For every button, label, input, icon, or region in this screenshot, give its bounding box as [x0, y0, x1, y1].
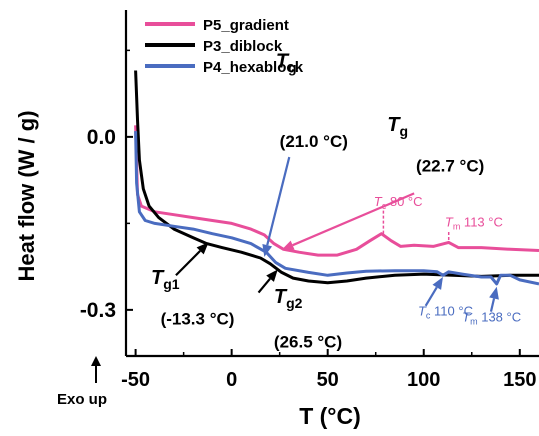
plot-area [124, 10, 539, 358]
x-tick-label: 100 [407, 369, 440, 391]
series-line-p3-diblock [134, 70, 539, 285]
exo-up-arrow-icon [91, 356, 101, 383]
y-axis: 0.0 -0.3 [80, 49, 133, 322]
annotation-tg2-value: (26.5 °C) [274, 332, 342, 351]
arrow-tc110-icon [424, 276, 443, 307]
annotation-tg2-symbol: Tg2 [274, 286, 303, 311]
annotation-tc80: Tc 80 °C [374, 194, 423, 211]
y-tick-label: 0.0 [87, 126, 116, 149]
annotation-tc110: Tc 110 °C [418, 304, 473, 321]
exo-up-note: Exo up [57, 391, 107, 408]
annotation-tg-p5-symbol: Tg [276, 51, 297, 76]
x-tick-label: 150 [503, 369, 536, 391]
annotation-tg1-symbol: Tg1 [151, 267, 180, 292]
annotation-tm138: Tm 138 °C [462, 309, 521, 326]
annotation-tg-p3-symbol: Tg [387, 114, 408, 139]
annotation-tg-p3-value: (22.7 °C) [416, 156, 484, 175]
x-tick-label: -50 [121, 369, 150, 391]
annotation-tm113: Tm 113 °C [445, 214, 503, 231]
arrow-tg2-icon [257, 269, 278, 294]
y-axis-label: Heat flow (W / g) [14, 110, 39, 281]
annotation-tg-p5-value: (21.0 °C) [280, 132, 348, 151]
x-tick-label: 0 [226, 369, 237, 391]
arrow-tg-p3-icon [281, 192, 415, 250]
series-line-p4-hexablock [134, 131, 539, 286]
legend-label: P3_diblock [203, 38, 283, 55]
series-layer [134, 70, 539, 286]
annotation-tg1-value: (-13.3 °C) [161, 309, 235, 328]
arrow-tm138-icon [489, 286, 499, 312]
arrow-tg1-icon [175, 242, 209, 277]
arrow-tg-p5-icon [262, 156, 291, 257]
legend-label: P4_hexablock [203, 59, 304, 76]
legend: P5_gradient P3_diblock P4_hexablock [145, 17, 304, 76]
y-tick-label: -0.3 [80, 299, 116, 322]
x-axis: -50 0 50 100 150 [121, 349, 536, 391]
annotation-layer: Tg (21.0 °C) Tg (22.7 °C) Tg1 (-13.3 °C) Tg2 (2… [151, 51, 521, 352]
legend-label: P5_gradient [203, 17, 289, 34]
x-tick-label: 50 [317, 369, 339, 391]
series-line-p5-gradient [134, 125, 539, 257]
x-axis-label: T (°C) [299, 403, 361, 429]
